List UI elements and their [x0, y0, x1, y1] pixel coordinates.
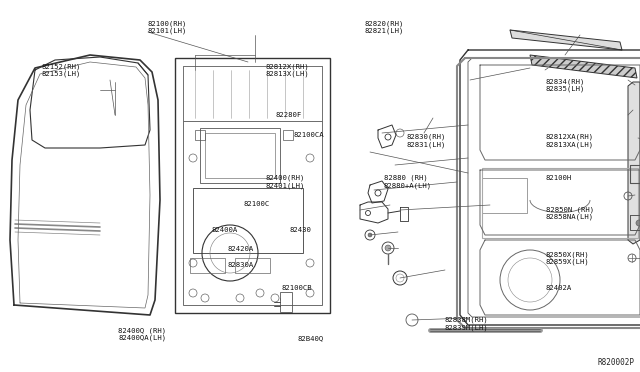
- Text: 82830(RH)
82831(LH): 82830(RH) 82831(LH): [406, 134, 446, 148]
- Text: 82812X(RH)
82813X(LH): 82812X(RH) 82813X(LH): [266, 63, 309, 77]
- Text: 82402A: 82402A: [546, 285, 572, 291]
- Bar: [205, 133, 275, 178]
- Bar: [280, 292, 292, 312]
- Bar: [200, 128, 280, 183]
- Text: 82812XA(RH)
82813XA(LH): 82812XA(RH) 82813XA(LH): [546, 134, 594, 148]
- Text: 82830A: 82830A: [227, 262, 253, 268]
- Text: 82400(RH)
82401(LH): 82400(RH) 82401(LH): [266, 175, 305, 189]
- Text: 82100H: 82100H: [546, 175, 572, 181]
- Bar: [482, 178, 527, 213]
- Text: 82850X(RH)
82859X(LH): 82850X(RH) 82859X(LH): [546, 251, 589, 265]
- Circle shape: [636, 220, 640, 226]
- Text: 82420A: 82420A: [227, 246, 253, 251]
- Bar: [175, 58, 330, 313]
- Bar: [193, 188, 303, 253]
- Text: R820002P: R820002P: [598, 358, 635, 367]
- Polygon shape: [530, 55, 637, 78]
- Text: 82100C: 82100C: [243, 201, 269, 207]
- Text: 82280F: 82280F: [275, 112, 301, 118]
- Text: 82834(RH)
82835(LH): 82834(RH) 82835(LH): [546, 78, 586, 92]
- Text: 82838M(RH)
82839M(LH): 82838M(RH) 82839M(LH): [445, 317, 488, 331]
- Bar: [235, 258, 270, 273]
- Text: 82400A: 82400A: [211, 227, 237, 233]
- Polygon shape: [510, 30, 622, 50]
- Text: 82100CA: 82100CA: [293, 132, 324, 138]
- Bar: [283, 130, 293, 140]
- Text: 82B40Q: 82B40Q: [298, 336, 324, 341]
- Text: 82850N (RH)
82858NA(LH): 82850N (RH) 82858NA(LH): [546, 206, 594, 221]
- Text: 82152(RH)
82153(LH): 82152(RH) 82153(LH): [42, 63, 81, 77]
- Bar: [195, 130, 205, 140]
- Circle shape: [385, 245, 391, 251]
- Bar: [190, 258, 225, 273]
- Text: 82400Q (RH)
82400QA(LH): 82400Q (RH) 82400QA(LH): [118, 327, 166, 341]
- Text: 82100(RH)
82101(LH): 82100(RH) 82101(LH): [147, 20, 187, 35]
- Text: 82820(RH)
82821(LH): 82820(RH) 82821(LH): [365, 20, 404, 35]
- Bar: [183, 66, 322, 305]
- Polygon shape: [628, 82, 640, 244]
- Bar: [183, 66, 322, 121]
- Text: 82880 (RH)
82880+A(LH): 82880 (RH) 82880+A(LH): [384, 175, 432, 189]
- Text: 82100CB: 82100CB: [282, 285, 312, 291]
- Bar: [482, 168, 638, 238]
- Circle shape: [368, 233, 372, 237]
- Text: 82430: 82430: [290, 227, 312, 233]
